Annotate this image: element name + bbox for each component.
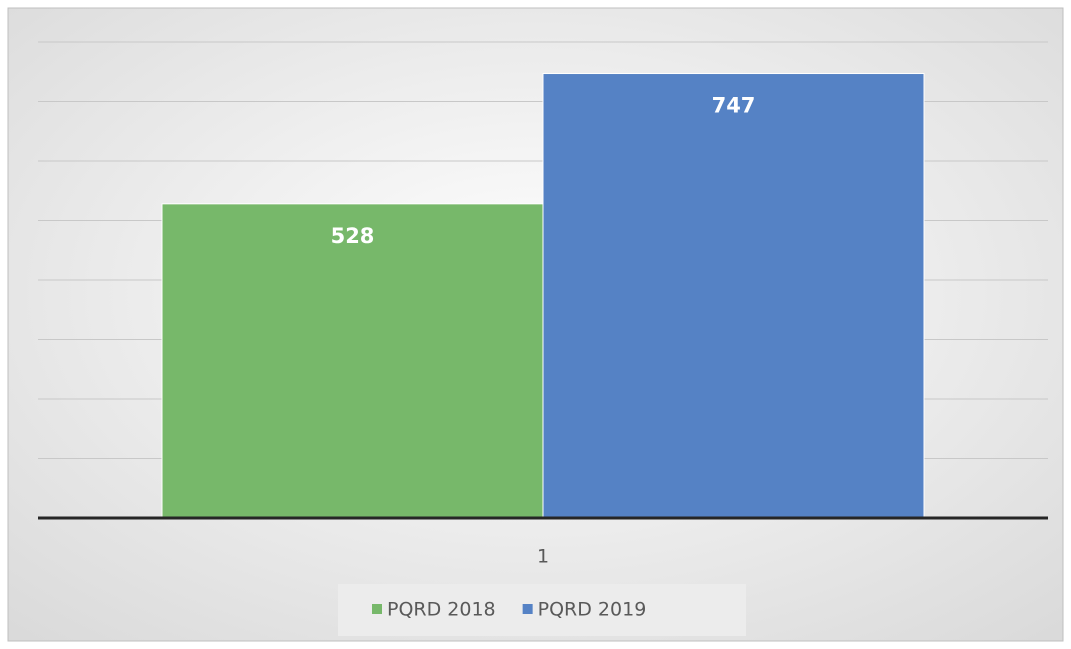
data-label: 528 [331,224,375,248]
legend-label: PQRD 2018 [387,599,496,621]
legend-label: PQRD 2019 [538,599,647,621]
bar [161,203,544,519]
legend-swatch [522,604,533,614]
legend-swatch [372,604,382,614]
x-tick-label: 1 [537,546,549,568]
data-label: 747 [712,94,756,118]
bar [542,73,925,519]
legend-box [338,584,746,636]
